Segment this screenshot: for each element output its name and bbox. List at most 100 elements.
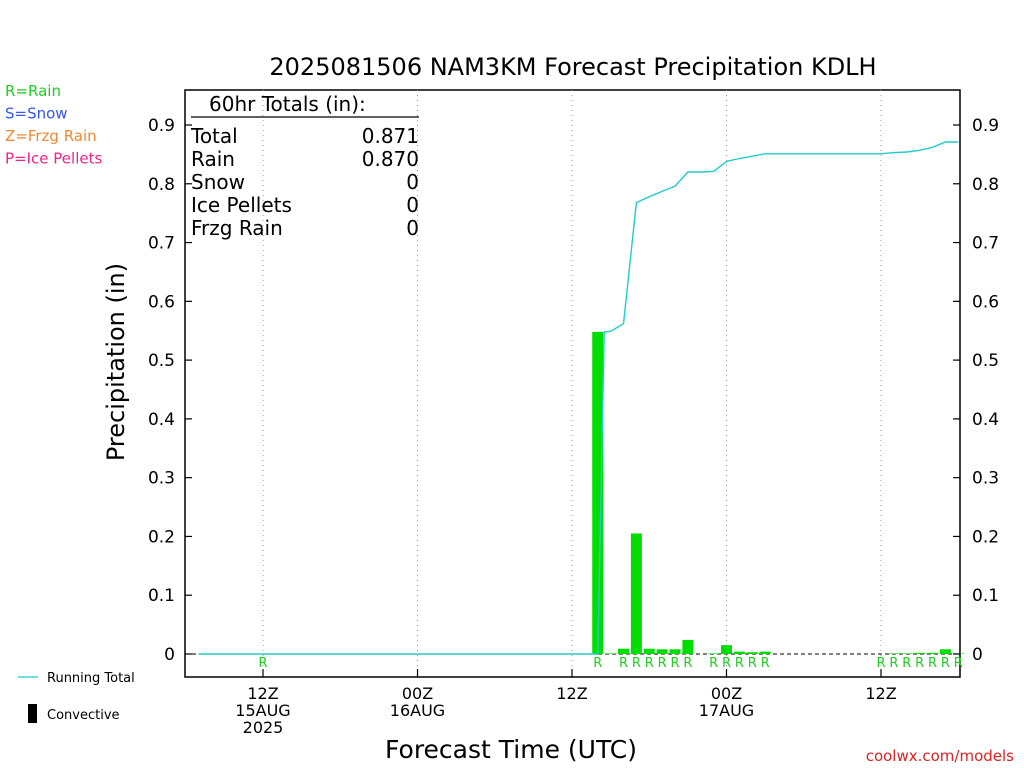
totals-row-label: Total (190, 124, 238, 148)
y-tick-label-right: 0.5 (972, 351, 999, 371)
totals-rows: Total 0.871 Rain 0.870 Snow 0 Ice Pellets 0 Frzg… (190, 124, 419, 240)
x-tick-label: 12Z (865, 684, 896, 703)
y-tick-label-left: 0.4 (148, 410, 175, 430)
rain-bar (618, 648, 629, 654)
plot-frame (184, 89, 961, 678)
running-total-line (198, 141, 959, 655)
y-tick-label-right: 0.9 (972, 116, 999, 136)
ptype-marker: R (876, 656, 885, 671)
totals-row-label: Rain (191, 147, 235, 171)
rain-bar (669, 649, 681, 654)
rain-bar (721, 645, 732, 654)
ptype-legend-item: R=Rain (5, 82, 61, 100)
ptype-marker: R (632, 656, 641, 671)
y-tick-label-left: 0.5 (148, 351, 175, 371)
rain-bar (927, 652, 938, 654)
ptype-marker: R (683, 656, 692, 671)
rain-bar (605, 653, 617, 654)
totals-row-label: Frzg Rain (191, 216, 283, 240)
x-tick-label: 15AUG (235, 701, 290, 720)
y-tick-label-left: 0 (164, 645, 175, 665)
ptype-marker: R (941, 656, 950, 671)
ptype-marker: R (709, 656, 718, 671)
ptype-marker: R (619, 656, 628, 671)
rain-bar (592, 331, 604, 654)
y-tick-label-right: 0.7 (972, 234, 999, 254)
convective-legend-swatch (28, 704, 37, 723)
ptype-marker: R (902, 656, 911, 671)
ptype-marker: R (915, 656, 924, 671)
x-tick-label: 2025 (243, 718, 284, 737)
ptype-marker: R (735, 656, 744, 671)
ptype-marker: R (761, 656, 770, 671)
rain-bar (708, 653, 720, 654)
rain-bar (656, 649, 668, 654)
rain-bar (914, 652, 926, 654)
ptype-legend-item: S=Snow (5, 105, 68, 123)
y-tick-label-left: 0.8 (148, 175, 175, 195)
rain-bar (939, 649, 951, 654)
y-tick-label-right: 0.2 (972, 527, 999, 547)
x-axis-label: Forecast Time (UTC) (385, 735, 637, 764)
ptype-marker: R (928, 656, 937, 671)
x-tick-label: 00Z (711, 684, 742, 703)
totals-row-value: 0 (406, 216, 419, 240)
ptype-marker: R (748, 656, 757, 671)
y-tick-label-right: 0.8 (972, 175, 999, 195)
y-tick-label-right: 0.3 (972, 469, 999, 489)
ptype-marker: R (658, 656, 667, 671)
rain-bars (592, 331, 964, 654)
y-tick-label-left: 0.1 (148, 586, 175, 606)
convective-legend-label: Convective (47, 708, 120, 723)
y-tick-label-left: 0.9 (148, 116, 175, 136)
ptype-marker: R (645, 656, 654, 671)
series-legend: Running Total Convective (18, 671, 135, 723)
ptype-marker: R (954, 656, 963, 671)
ptype-marker: R (670, 656, 679, 671)
y-axis-right: 0 0.1 0.2 0.3 0.4 0.5 0.6 0.7 0.8 0.9 (953, 116, 999, 665)
rain-bar (682, 639, 694, 654)
totals-row-value: 0.871 (362, 124, 419, 148)
ptype-marker: R (889, 656, 898, 671)
ptype-legend: R=Rain S=Snow Z=Frzg Rain P=Ice Pellets (5, 82, 102, 168)
running-total-polyline (198, 141, 959, 655)
totals-box: 60hr Totals (in): Total 0.871 Rain 0.870 Sno… (190, 92, 419, 240)
y-tick-label-right: 0.1 (972, 586, 999, 606)
rain-bar (643, 648, 655, 654)
x-tick-label: 12Z (247, 684, 278, 703)
x-tick-label: 12Z (556, 684, 587, 703)
running-total-legend-label: Running Total (47, 671, 135, 686)
x-tick-label: 00Z (402, 684, 433, 703)
y-tick-label-right: 0.6 (972, 292, 999, 312)
totals-row-label: Snow (191, 170, 245, 194)
y-tick-label-left: 0.2 (148, 527, 175, 547)
gridlines (185, 90, 960, 677)
totals-row-label: Ice Pellets (191, 193, 292, 217)
rain-bar (630, 533, 642, 654)
chart-title: 2025081506 NAM3KM Forecast Precipitation… (269, 53, 876, 81)
ptype-marker: R (593, 656, 602, 671)
totals-header: 60hr Totals (in): (209, 92, 366, 116)
y-tick-label-left: 0.7 (148, 234, 175, 254)
rain-bar (901, 653, 913, 654)
ptype-marker: R (258, 656, 267, 671)
totals-row-value: 0 (406, 170, 419, 194)
ptype-legend-item: P=Ice Pellets (5, 150, 102, 168)
y-tick-label-right: 0 (972, 645, 983, 665)
credit-text: coolwx.com/models (866, 747, 1014, 765)
ptype-marker: R (722, 656, 731, 671)
ptype-legend-item: Z=Frzg Rain (5, 127, 97, 145)
totals-row-value: 0.870 (362, 147, 419, 171)
x-tick-label: 17AUG (699, 701, 754, 720)
y-tick-label-left: 0.6 (148, 292, 175, 312)
rain-bar (733, 651, 745, 654)
y-tick-label-right: 0.4 (972, 410, 999, 430)
totals-row-value: 0 (406, 193, 419, 217)
x-tick-label: 16AUG (390, 701, 445, 720)
y-axis-label: Precipitation (in) (102, 263, 130, 461)
y-tick-label-left: 0.3 (148, 469, 175, 489)
y-axis-left: 0 0.1 0.2 0.3 0.4 0.5 0.6 0.7 0.8 0.9 (148, 116, 192, 665)
